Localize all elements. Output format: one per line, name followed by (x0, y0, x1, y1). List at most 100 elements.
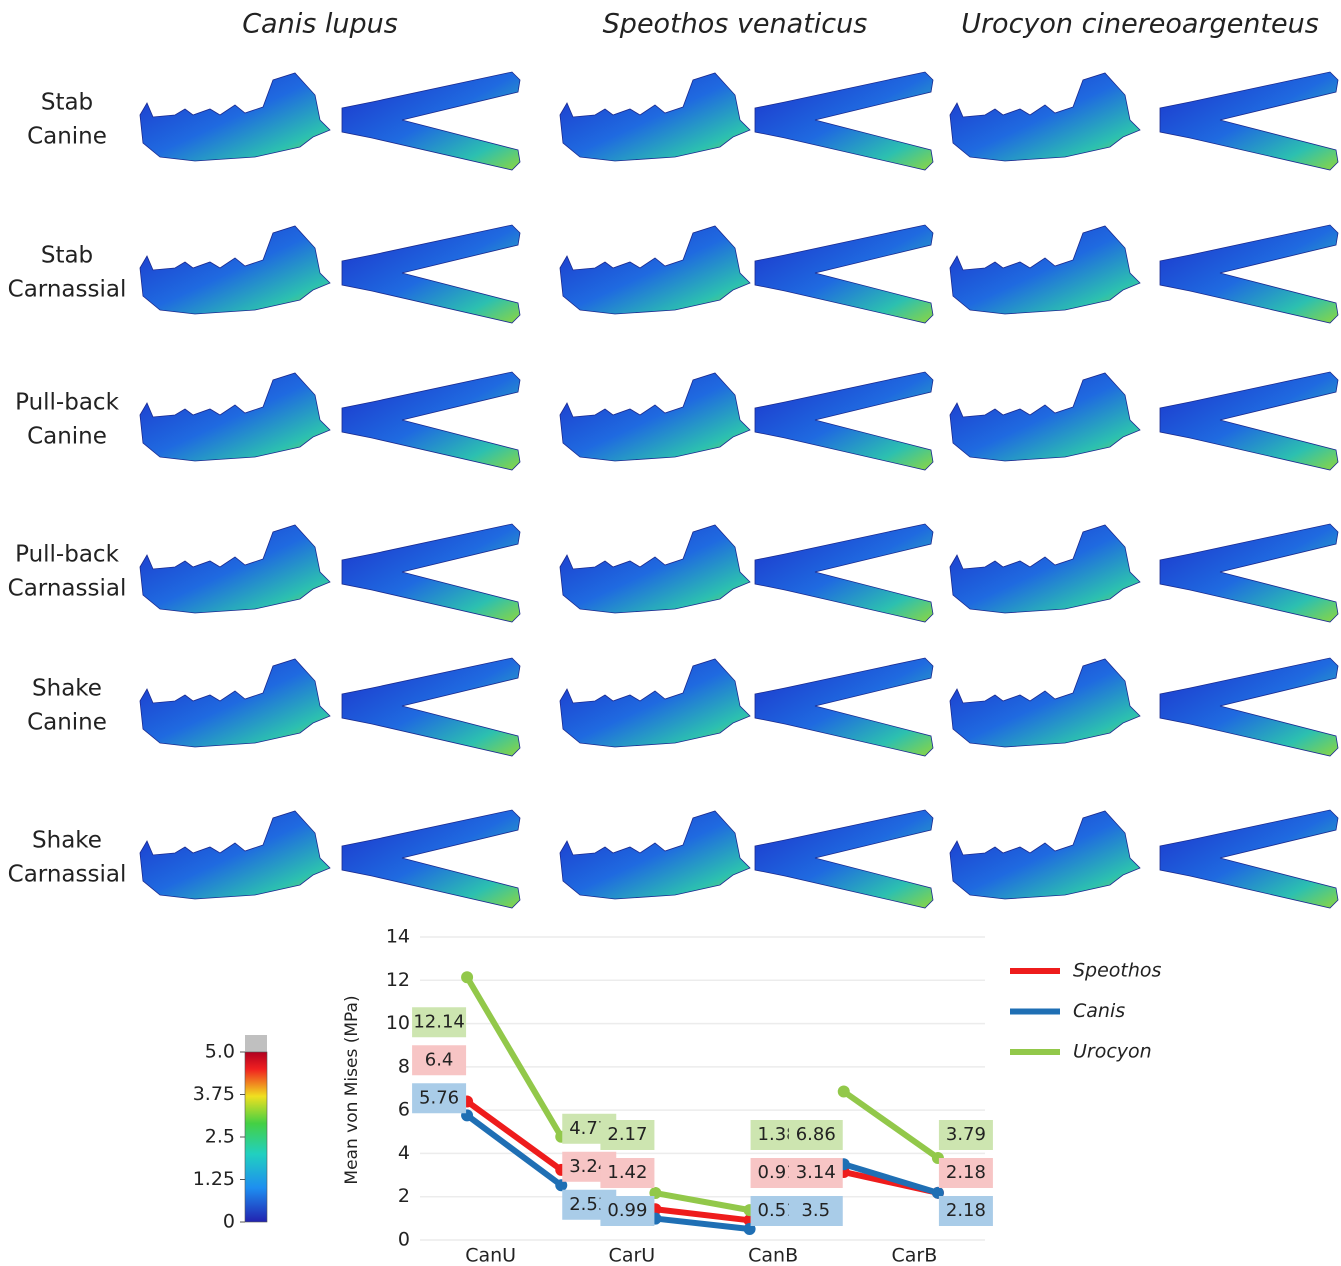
row-label: Carnassial (8, 862, 127, 888)
colorbar-tick-label: 1.25 (193, 1168, 235, 1190)
y-tick-label: 10 (386, 1012, 410, 1034)
jaw-lateral (559, 225, 751, 315)
row-label: Pull-back (15, 390, 119, 416)
jaw-dorsal (754, 809, 934, 909)
jaw-dorsal (754, 657, 934, 757)
value-label: 4.77 (569, 1118, 609, 1139)
jaw-lateral (949, 372, 1141, 462)
value-label-box (412, 1007, 467, 1038)
value-label-box (788, 1158, 843, 1188)
legend-label: Urocyon (1073, 1041, 1152, 1063)
value-label: 6.4 (425, 1049, 454, 1070)
jaw-dorsal (1159, 224, 1339, 324)
legend-label: Speothos (1073, 960, 1162, 982)
column-title: Urocyon cinereoargenteus (961, 9, 1319, 40)
y-tick-label: 12 (386, 969, 410, 991)
value-label-box (600, 1196, 655, 1226)
jaw-dorsal (1159, 371, 1339, 471)
value-label-box (412, 1045, 467, 1076)
row-label: Shake (32, 676, 102, 702)
jaw-dorsal (341, 71, 521, 171)
value-label: 6.86 (796, 1124, 836, 1145)
jaw-dorsal (754, 523, 934, 623)
value-label: 3.24 (569, 1156, 609, 1177)
series-line (465, 1112, 564, 1188)
value-label: 2.18 (946, 1200, 986, 1221)
value-label-box (938, 1196, 993, 1226)
value-label: 0.99 (607, 1200, 647, 1221)
legend-label: Canis (1073, 1000, 1125, 1022)
row-label: Stab (41, 243, 93, 269)
row-label: Stab (41, 90, 93, 116)
column-title: Canis lupus (242, 9, 398, 40)
series-point (555, 1179, 568, 1192)
value-label-box (938, 1120, 993, 1150)
x-tick-label: CanU (465, 1245, 516, 1266)
colorbar (244, 1051, 268, 1223)
series-point (461, 971, 474, 984)
jaw-lateral (559, 810, 751, 900)
jaw-lateral (949, 658, 1141, 748)
value-label-box (938, 1158, 993, 1188)
jaw-dorsal (754, 371, 934, 471)
value-label: 3.5 (801, 1200, 830, 1221)
y-tick-label: 2 (398, 1185, 410, 1207)
value-label-box (600, 1120, 655, 1150)
jaw-dorsal (754, 224, 934, 324)
jaw-lateral (559, 524, 751, 614)
y-tick-label: 6 (398, 1099, 410, 1121)
row-label: Canine (27, 710, 107, 736)
x-tick-label: CanB (748, 1245, 798, 1266)
series-line (655, 1206, 750, 1224)
value-label: 2.18 (946, 1162, 986, 1183)
value-label: 1.42 (607, 1162, 647, 1183)
jaw-lateral (559, 72, 751, 162)
series-line (464, 975, 564, 1139)
x-tick-label: CarU (609, 1245, 656, 1266)
column-title: Speothos venaticus (603, 9, 868, 40)
jaw-dorsal (1159, 809, 1339, 909)
row-label: Canine (27, 424, 107, 450)
y-tick-label: 8 (398, 1055, 410, 1077)
row-label: Canine (27, 124, 107, 150)
value-label-box (788, 1120, 843, 1150)
jaw-lateral (949, 810, 1141, 900)
value-label: 2.17 (607, 1124, 647, 1145)
jaw-dorsal (1159, 71, 1339, 171)
row-label: Pull-back (15, 542, 119, 568)
jaw-lateral (139, 225, 331, 315)
jaw-lateral (139, 524, 331, 614)
series-line (465, 1099, 564, 1173)
jaw-lateral (139, 810, 331, 900)
jaw-lateral (139, 658, 331, 748)
series-point (931, 1186, 944, 1199)
y-tick-label: 0 (398, 1229, 410, 1251)
jaw-lateral (559, 658, 751, 748)
colorbar-tick-label: 2.5 (205, 1126, 235, 1148)
value-label: 1.38 (758, 1124, 798, 1145)
series-line (654, 1190, 751, 1214)
jaw-lateral (139, 72, 331, 162)
value-label-box (600, 1158, 655, 1188)
series-line (842, 1161, 939, 1196)
jaw-lateral (949, 225, 1141, 315)
colorbar-tick-label: 0 (223, 1211, 235, 1233)
jaw-lateral (949, 72, 1141, 162)
x-tick-label: CarB (891, 1245, 937, 1266)
row-label: Shake (32, 828, 102, 854)
value-label: 0.51 (758, 1200, 798, 1221)
value-label: 0.91 (758, 1162, 798, 1183)
jaw-dorsal (341, 657, 521, 757)
jaw-dorsal (1159, 523, 1339, 623)
colorbar-tick-label: 3.75 (193, 1083, 235, 1105)
jaw-dorsal (341, 809, 521, 909)
series-line (842, 1089, 940, 1161)
jaw-dorsal (341, 523, 521, 623)
jaw-lateral (949, 524, 1141, 614)
jaw-lateral (139, 372, 331, 462)
value-label: 5.76 (419, 1087, 459, 1108)
value-label-box (788, 1196, 843, 1226)
value-label: 2.53 (569, 1194, 609, 1215)
colorbar-tick-label: 5.0 (205, 1041, 235, 1063)
